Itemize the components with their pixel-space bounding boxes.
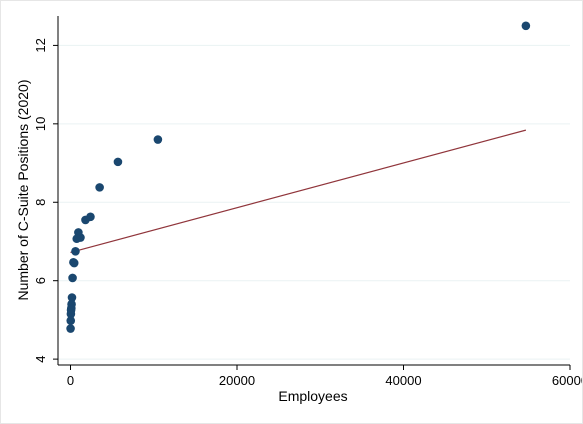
scatter-point xyxy=(66,324,75,333)
x-axis-title: Employees xyxy=(278,388,347,404)
scatter-point xyxy=(66,316,76,325)
scatter-point xyxy=(66,309,76,319)
scatter-point xyxy=(69,257,78,267)
grid-layer xyxy=(58,44,570,360)
scatter-point xyxy=(153,135,163,144)
scatter-point xyxy=(81,215,90,225)
fit-line xyxy=(70,129,527,254)
x-tick-label: 40000 xyxy=(385,373,421,388)
x-tick-label: 20000 xyxy=(219,373,255,388)
fit-line-layer xyxy=(70,129,527,254)
axes-layer: 4 6 8 10 12 0 20000 40000 60000 xyxy=(33,16,582,388)
scatter-point xyxy=(521,21,531,31)
scatter-point xyxy=(72,234,82,244)
y-tick-label: 8 xyxy=(33,199,48,206)
scatter-point xyxy=(95,183,104,192)
points-layer xyxy=(66,21,531,333)
scatter-point xyxy=(113,157,123,167)
x-tick-label: 0 xyxy=(67,373,74,388)
scatter-point xyxy=(71,246,80,256)
y-tick-label: 4 xyxy=(33,356,48,363)
y-tick-label: 10 xyxy=(33,117,48,131)
scatter-point xyxy=(68,273,77,283)
x-tick-label: 60000 xyxy=(552,373,582,388)
y-tick-label: 12 xyxy=(33,38,48,52)
scatter-point xyxy=(67,293,77,302)
y-axis-title: Number of C-Suite Positions (2020) xyxy=(15,80,31,301)
y-tick-label: 6 xyxy=(33,277,48,284)
